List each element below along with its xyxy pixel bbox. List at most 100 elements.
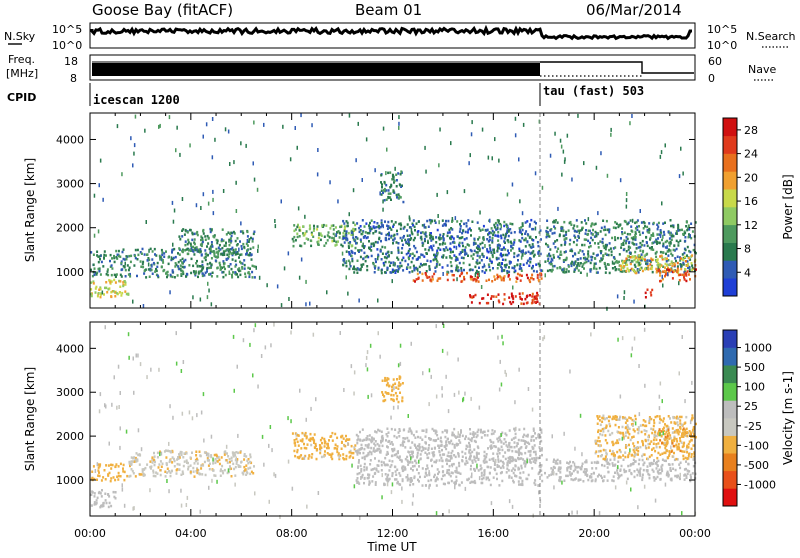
echo-cell [96,254,98,257]
echo-cell [452,443,454,446]
echo-cell [568,270,570,273]
echo-cell [529,244,531,247]
echo-cell [438,163,440,167]
echo-cell [190,456,192,459]
echo-cell [191,258,193,261]
echo-cell [616,223,618,226]
echo-cell [396,478,398,481]
echo-cell [121,172,123,176]
echo-cell [108,464,110,467]
echo-cell [387,453,389,456]
echo-cell [684,473,686,476]
echo-cell [241,461,243,464]
echo-cell [531,246,533,249]
echo-cell [376,248,378,251]
echo-cell [397,247,399,250]
echo-cell [528,474,530,477]
echo-cell [449,231,451,234]
beam-title: Beam 01 [355,1,422,19]
echo-cell [129,267,131,270]
echo-cell [104,469,106,472]
echo-cell [660,229,662,232]
echo-cell [593,252,595,255]
echo-cell [611,237,613,240]
echo-cell [636,474,638,477]
echo-cell [498,484,500,487]
echo-cell [346,265,348,268]
echo-cell [650,294,652,297]
echo-cell [356,442,358,445]
echo-cell [123,248,125,251]
echo-cell [298,434,300,437]
echo-cell [419,446,421,449]
echo-cell [630,439,632,442]
echo-cell [611,254,613,257]
echo-cell [447,235,449,238]
echo-cell [329,227,331,230]
echo-cell [675,260,677,263]
echo-cell [564,160,566,164]
echo-cell [310,433,312,436]
echo-cell [532,435,534,438]
echo-cell [217,267,219,270]
echo-cell [429,246,431,249]
echo-cell [195,262,197,265]
echo-cell [392,472,394,475]
echo-cell [389,186,391,189]
echo-cell [385,439,387,442]
echo-cell [688,224,690,227]
echo-cell [535,296,537,299]
echo-cell [583,161,585,165]
echo-cell [293,224,295,227]
echo-cell [571,178,573,182]
echo-cell [563,235,565,238]
echo-cell [158,463,160,466]
echo-cell [671,265,673,268]
echo-cell [452,432,454,435]
echo-cell [337,240,339,243]
echo-cell [618,426,620,429]
echo-cell [301,457,303,460]
echo-cell [605,452,607,455]
echo-cell [493,295,495,298]
echo-cell [207,254,209,257]
echo-cell [385,234,387,237]
echo-cell [462,435,464,438]
echo-cell [231,457,233,460]
echo-cell [461,232,463,235]
echo-cell [471,451,473,454]
echo-cell [190,464,192,467]
echo-cell [467,231,469,234]
echo-cell [442,431,444,434]
echo-cell [503,221,505,224]
echo-cell [678,281,680,285]
echo-cell [646,226,648,229]
echo-cell [583,253,585,256]
echo-cell [471,250,473,253]
echo-cell [318,240,320,243]
echo-cell [639,233,641,236]
echo-cell [342,259,344,262]
echo-cell [636,247,638,250]
echo-cell [667,475,669,478]
echo-cell [401,239,403,242]
echo-cell [622,432,624,435]
echo-cell [157,456,159,459]
echo-cell [345,234,347,237]
echo-cell [645,236,647,239]
echo-cell [133,472,135,475]
echo-cell [670,269,672,272]
y-tick-label: 1000 [56,266,84,279]
echo-cell [643,469,645,472]
echo-cell [481,285,483,289]
echo-cell [633,436,635,439]
echo-cell [153,452,155,455]
echo-cell [490,444,492,447]
echo-cell [173,248,175,251]
echo-cell [109,281,111,284]
echo-cell [526,241,528,244]
echo-cell [671,239,673,242]
echo-cell [178,457,180,460]
echo-cell [325,224,327,227]
echo-cell [281,199,283,203]
